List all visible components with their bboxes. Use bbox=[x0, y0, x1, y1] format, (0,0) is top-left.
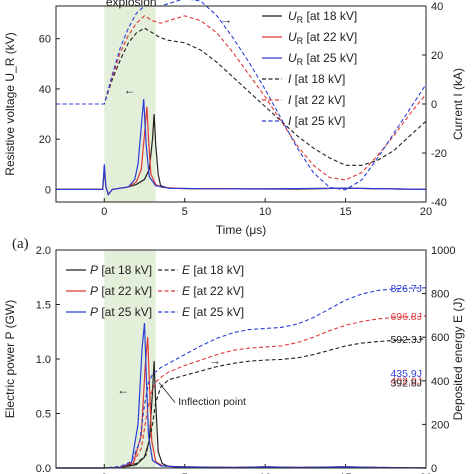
legend-entry: P [at 18 kV] bbox=[90, 263, 152, 277]
legend-entry: I [at 25 kV] bbox=[288, 114, 345, 128]
top-panel-ticks: 0 5 10 15 20 0 20 40 60 -40 -20 0 20 40 bbox=[39, 1, 447, 218]
legend-entry: I [at 22 kV] bbox=[288, 93, 345, 107]
power-energy-panel: 0 5 10 15 20 0.0 0.5 1.0 1.5 2.0 0 200 400 600 800 1000… bbox=[3, 245, 465, 474]
energy-value-label: 592.3J bbox=[390, 334, 422, 346]
left-y-tick-label: 0 bbox=[45, 184, 51, 196]
right-y-tick-label: 1000 bbox=[431, 245, 455, 257]
explosion-label: explosion bbox=[106, 0, 157, 9]
legend-entry: I [at 18 kV] bbox=[288, 72, 345, 86]
top-right-axis-label: Current I (kA) bbox=[451, 68, 465, 140]
right-axis-arrow-indicator: → bbox=[220, 13, 232, 27]
top-left-axis-label: Resistive voltage U_R (kV) bbox=[3, 32, 17, 175]
series-line-u-r-at-25-kv bbox=[56, 98, 427, 196]
energy-value-label: 392.8J bbox=[390, 377, 422, 389]
legend-entry: UR [at 18 kV] bbox=[288, 9, 357, 25]
bottom-panel-ticks: 0 5 10 15 20 0.0 0.5 1.0 1.5 2.0 0 200 400 600 800 1000 bbox=[36, 245, 456, 474]
left-y-tick-label: 0.5 bbox=[36, 409, 51, 421]
x-tick-label: 0 bbox=[101, 472, 107, 474]
energy-value-label: 826.7J bbox=[390, 283, 422, 295]
x-tick-label: 10 bbox=[259, 472, 271, 474]
right-y-tick-label: 0 bbox=[431, 463, 437, 474]
inflection-pointer bbox=[158, 382, 176, 403]
left-axis-arrow-indicator: ← bbox=[124, 83, 136, 97]
top-x-axis-label: Time (μs) bbox=[216, 223, 266, 237]
right-y-tick-label: 800 bbox=[431, 289, 449, 301]
legend-entry: P [at 22 kV] bbox=[90, 284, 152, 298]
series-line-e-at-22-kv bbox=[56, 315, 427, 469]
left-y-tick-label: 2.0 bbox=[36, 245, 51, 257]
x-tick-label: 5 bbox=[182, 206, 188, 218]
legend-entry: UR [at 25 kV] bbox=[288, 51, 357, 67]
x-tick-label: 0 bbox=[101, 206, 107, 218]
right-y-tick-label: -40 bbox=[431, 197, 447, 209]
bottom-right-axis-label: Deposited energy E (J) bbox=[451, 298, 465, 421]
left-axis-arrow-indicator-2: ← bbox=[117, 383, 129, 397]
top-panel-legend: UR [at 18 kV] UR [at 22 kV] UR [at 25 kV] I… bbox=[262, 9, 357, 128]
energy-value-label: 696.8J bbox=[390, 311, 422, 323]
energy-value-label: 435.9J bbox=[390, 368, 422, 380]
x-tick-label: 15 bbox=[339, 206, 351, 218]
right-y-tick-label: 20 bbox=[431, 50, 443, 62]
top-panel-series-lines bbox=[56, 0, 427, 196]
x-tick-label: 10 bbox=[259, 206, 271, 218]
bottom-panel-frame bbox=[55, 249, 427, 469]
series-line-i-at-25-kv bbox=[56, 0, 427, 191]
series-line-e-at-25-kv bbox=[56, 287, 427, 469]
left-y-tick-label: 40 bbox=[39, 84, 51, 96]
right-y-tick-label: -20 bbox=[431, 148, 447, 160]
legend-entry: UR [at 22 kV] bbox=[288, 30, 357, 46]
x-tick-label: 20 bbox=[420, 472, 432, 474]
legend-entry: P [at 25 kV] bbox=[90, 305, 152, 319]
series-line-e-at-18-kv bbox=[56, 338, 427, 469]
left-y-tick-label: 60 bbox=[39, 34, 51, 46]
right-y-tick-label: 0 bbox=[431, 99, 437, 111]
legend-entry: E [at 18 kV] bbox=[182, 263, 244, 277]
left-y-tick-label: 1.5 bbox=[36, 300, 51, 312]
x-tick-label: 15 bbox=[339, 472, 351, 474]
right-y-tick-label: 400 bbox=[431, 376, 449, 388]
inflection-point-annotation: Inflection point bbox=[158, 382, 246, 408]
left-y-tick-label: 20 bbox=[39, 134, 51, 146]
series-line-i-at-22-kv bbox=[56, 15, 427, 181]
left-y-tick-label: 1.0 bbox=[36, 354, 51, 366]
left-y-tick-label: 0.0 bbox=[36, 463, 51, 474]
top-panel-frame bbox=[55, 5, 427, 203]
inflection-point-label: Inflection point bbox=[178, 396, 246, 408]
right-y-tick-label: 40 bbox=[431, 1, 443, 13]
explosion-shaded-region-2 bbox=[104, 250, 156, 468]
series-line-i-at-18-kv bbox=[56, 27, 427, 166]
energy-value-label: 402.0J bbox=[390, 375, 422, 387]
panel-label-a: (a) bbox=[12, 236, 29, 252]
x-tick-label: 20 bbox=[420, 206, 432, 218]
right-y-tick-label: 600 bbox=[431, 332, 449, 344]
legend-entry: E [at 25 kV] bbox=[182, 305, 244, 319]
explosion-shaded-region bbox=[104, 6, 156, 202]
bottom-left-axis-label: Electric power P (GW) bbox=[3, 300, 17, 418]
right-axis-arrow-indicator-2: → bbox=[209, 353, 221, 367]
x-tick-label: 5 bbox=[182, 472, 188, 474]
legend-entry: E [at 22 kV] bbox=[182, 284, 244, 298]
right-y-tick-label: 200 bbox=[431, 419, 449, 431]
voltage-current-panel: explosion 0 5 10 15 20 0 20 40 60 -40 -20 0 20 40 Tim… bbox=[3, 0, 465, 237]
bottom-panel-legend: P [at 18 kV] E [at 18 kV] P [at 22 kV] E [a… bbox=[66, 263, 244, 319]
